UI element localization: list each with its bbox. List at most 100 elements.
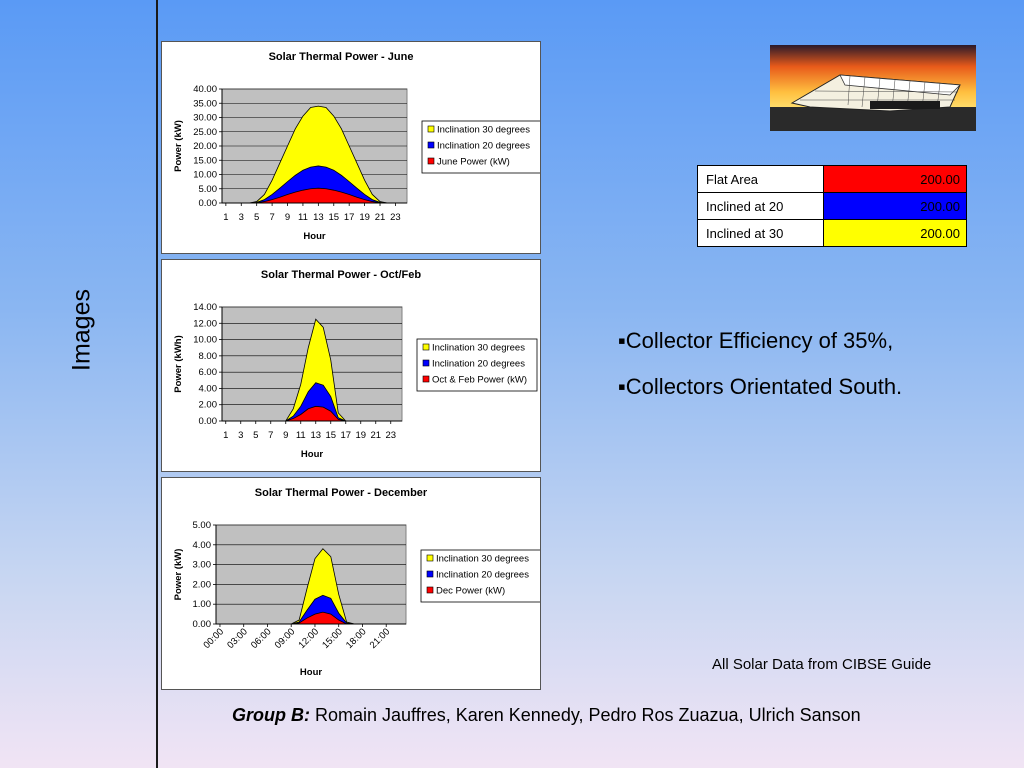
legend-swatch bbox=[422, 343, 430, 351]
x-axis-label: Hour bbox=[303, 231, 325, 242]
y-tick-label: 30.00 bbox=[193, 113, 217, 124]
divider-line bbox=[156, 0, 158, 768]
legend-label: Inclination 20 degrees bbox=[436, 570, 529, 581]
y-tick-label: 2.00 bbox=[193, 579, 212, 590]
legend-label: Dec Power (kW) bbox=[436, 586, 505, 597]
x-tick-label: 11 bbox=[296, 430, 306, 441]
x-tick-label: 12:00 bbox=[296, 626, 321, 651]
chart-svg: Solar Thermal Power - December 0.00 1.00 2.… bbox=[173, 487, 540, 678]
x-tick-label: 00:00 bbox=[201, 626, 226, 651]
x-tick-label: 3 bbox=[239, 212, 244, 223]
chart-june: Solar Thermal Power - June 0.00 5.00 10.00 1… bbox=[161, 41, 541, 254]
legend-swatch bbox=[427, 141, 435, 149]
legend-box bbox=[421, 120, 540, 174]
legend-swatch bbox=[426, 586, 434, 594]
legend-swatch bbox=[422, 359, 430, 367]
x-tick-label: 06:00 bbox=[249, 626, 274, 651]
x-tick-label: 1 bbox=[223, 212, 228, 223]
y-tick-label: 1.00 bbox=[193, 599, 212, 610]
area-label: Inclined at 30 bbox=[697, 219, 824, 247]
x-tick-label: 21:00 bbox=[368, 626, 393, 651]
y-tick-label: 35.00 bbox=[193, 98, 217, 109]
area-value: 200.00 bbox=[823, 165, 967, 193]
y-tick-label: 10.00 bbox=[193, 170, 217, 181]
y-axis-label: Power (kWh) bbox=[173, 335, 184, 393]
x-tick-label: 5 bbox=[254, 212, 259, 223]
y-axis-label: Power (kW) bbox=[173, 120, 184, 172]
side-title: Images bbox=[67, 289, 96, 371]
x-tick-label: 15:00 bbox=[320, 626, 345, 651]
chart-title: Solar Thermal Power - Oct/Feb bbox=[261, 269, 421, 281]
x-tick-label: 9 bbox=[283, 430, 288, 441]
x-tick-label: 03:00 bbox=[225, 626, 250, 651]
legend-box bbox=[416, 338, 538, 392]
legend-swatch bbox=[426, 554, 434, 562]
x-tick-label: 9 bbox=[285, 212, 290, 223]
y-tick-label: 10.00 bbox=[193, 335, 217, 346]
chart-svg: Solar Thermal Power - Oct/Feb 0.00 2.00 4.0… bbox=[173, 269, 538, 460]
x-tick-label: 11 bbox=[298, 212, 308, 223]
area-table: Flat Area 200.00 Inclined at 20 200.00 I… bbox=[697, 165, 967, 247]
y-tick-label: 40.00 bbox=[193, 84, 217, 95]
x-tick-label: 21 bbox=[370, 430, 381, 441]
y-tick-label: 5.00 bbox=[193, 520, 212, 531]
group-label: Group B: bbox=[232, 705, 310, 725]
chart-title: Solar Thermal Power - June bbox=[269, 51, 414, 63]
area-label: Flat Area bbox=[697, 165, 824, 193]
y-tick-label: 15.00 bbox=[193, 155, 217, 166]
chart-december: Solar Thermal Power - December 0.00 1.00 2.… bbox=[161, 477, 541, 690]
x-tick-label: 7 bbox=[269, 212, 274, 223]
legend-label: June Power (kW) bbox=[437, 157, 510, 168]
bullet-orientation: ▪Collectors Orientated South. bbox=[618, 374, 903, 399]
legend-swatch bbox=[427, 157, 435, 165]
x-axis-label: Hour bbox=[301, 449, 323, 460]
legend-label: Inclination 30 degrees bbox=[432, 343, 525, 354]
table-row: Flat Area 200.00 bbox=[697, 165, 967, 193]
chart-octfeb: Solar Thermal Power - Oct/Feb 0.00 2.00 4.0… bbox=[161, 259, 541, 472]
x-tick-label: 21 bbox=[375, 212, 386, 223]
chart-title: Solar Thermal Power - December bbox=[255, 487, 428, 499]
legend-label: Inclination 20 degrees bbox=[432, 359, 525, 370]
y-tick-label: 3.00 bbox=[193, 560, 212, 571]
series-area bbox=[225, 105, 404, 204]
x-tick-label: 7 bbox=[268, 430, 273, 441]
x-tick-label: 17 bbox=[340, 430, 351, 441]
legend-label: Inclination 30 degrees bbox=[437, 125, 530, 136]
y-tick-label: 5.00 bbox=[199, 184, 218, 195]
building-photo bbox=[770, 45, 976, 131]
area-value: 200.00 bbox=[823, 219, 967, 247]
y-tick-label: 8.00 bbox=[199, 351, 218, 362]
area-label: Inclined at 20 bbox=[697, 192, 824, 220]
legend-label: Inclination 30 degrees bbox=[436, 554, 529, 565]
y-tick-label: 4.00 bbox=[199, 383, 218, 394]
x-tick-label: 15 bbox=[325, 430, 336, 441]
y-tick-label: 2.00 bbox=[199, 400, 218, 411]
x-tick-label: 15 bbox=[328, 212, 339, 223]
bullet-efficiency: ▪Collector Efficiency of 35%, bbox=[618, 328, 894, 353]
y-tick-label: 25.00 bbox=[193, 127, 217, 138]
y-tick-label: 20.00 bbox=[193, 141, 217, 152]
footer-credits: Group B: Romain Jauffres, Karen Kennedy,… bbox=[232, 705, 861, 726]
table-row: Inclined at 20 200.00 bbox=[697, 192, 967, 220]
x-tick-label: 3 bbox=[238, 430, 243, 441]
legend-label: Inclination 20 degrees bbox=[437, 141, 530, 152]
x-tick-label: 23 bbox=[385, 430, 396, 441]
y-tick-label: 0.00 bbox=[199, 416, 218, 427]
x-tick-label: 23 bbox=[390, 212, 401, 223]
legend-box bbox=[420, 549, 540, 603]
group-members: Romain Jauffres, Karen Kennedy, Pedro Ro… bbox=[310, 705, 861, 725]
area-value: 200.00 bbox=[823, 192, 967, 220]
legend-label: Oct & Feb Power (kW) bbox=[432, 375, 527, 386]
table-row: Inclined at 30 200.00 bbox=[697, 219, 967, 247]
x-tick-label: 18:00 bbox=[344, 626, 369, 651]
x-tick-label: 19 bbox=[359, 212, 370, 223]
x-tick-label: 13 bbox=[310, 430, 321, 441]
legend-swatch bbox=[426, 570, 434, 578]
x-tick-label: 13 bbox=[313, 212, 324, 223]
x-axis-label: Hour bbox=[300, 667, 322, 678]
chart-svg: Solar Thermal Power - June 0.00 5.00 10.00 1… bbox=[173, 51, 540, 242]
y-tick-label: 0.00 bbox=[193, 619, 212, 630]
y-axis-label: Power (kW) bbox=[173, 549, 184, 601]
y-tick-label: 4.00 bbox=[193, 540, 212, 551]
legend-swatch bbox=[422, 375, 430, 383]
